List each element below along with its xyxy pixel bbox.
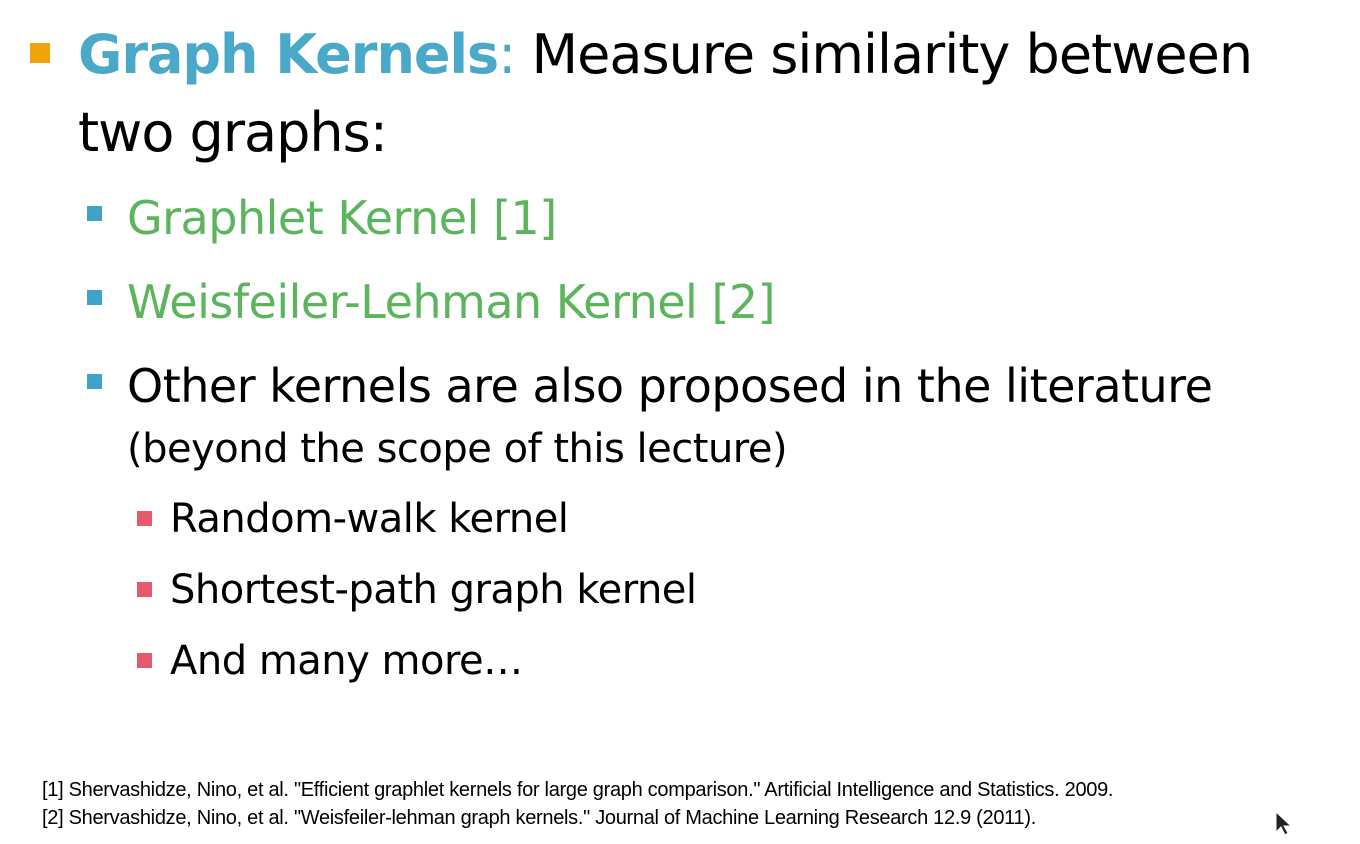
subitem-random-walk: Random-walk kernel [170, 496, 569, 542]
heading-text-line2: two graphs: [78, 101, 388, 164]
reference-2: [2] Shervashidze, Nino, et al. "Weisfeil… [42, 807, 1036, 829]
main-heading: Graph Kernels: Measure similarity betwee… [78, 16, 1278, 172]
item-wl-kernel: Weisfeiler-Lehman Kernel [2] [127, 275, 776, 329]
bullet-square [137, 653, 152, 668]
bullet-square [137, 511, 152, 526]
cursor-icon [1275, 810, 1293, 836]
bullet-square [87, 206, 102, 221]
main-bullet-square [30, 43, 50, 63]
subitem-shortest-path: Shortest-path graph kernel [170, 567, 697, 613]
bullet-square [87, 374, 102, 389]
scope-note: (beyond the scope of this lecture) [127, 426, 788, 472]
item-other-kernels: Other kernels are also proposed in the l… [127, 359, 1213, 413]
subitem-many-more: And many more… [170, 638, 523, 684]
heading-text-line1: Measure similarity between [515, 23, 1254, 86]
bullet-square [87, 290, 102, 305]
graph-kernels-keyword: Graph Kernels [78, 23, 499, 86]
references: [1] Shervashidze, Nino, et al. "Efficien… [42, 776, 1113, 832]
item-graphlet-kernel: Graphlet Kernel [1] [127, 191, 557, 245]
heading-colon: : [498, 23, 516, 86]
bullet-square [137, 582, 152, 597]
reference-1: [1] Shervashidze, Nino, et al. "Efficien… [42, 779, 1114, 801]
